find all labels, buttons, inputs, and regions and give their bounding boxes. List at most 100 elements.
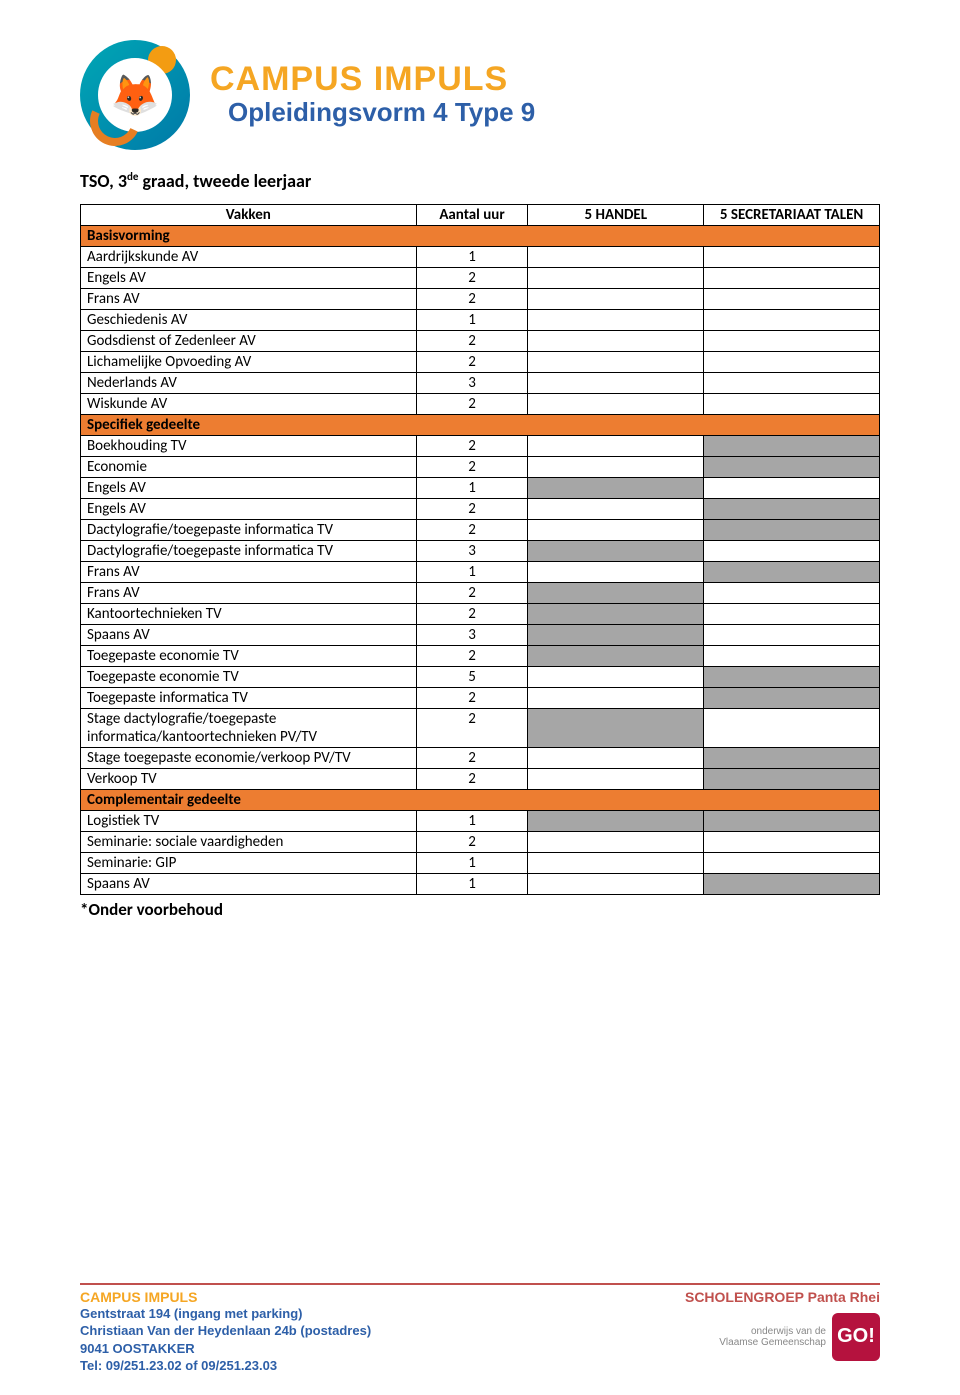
footer-address-3: 9041 OOSTAKKER xyxy=(80,1340,371,1358)
course-hours: 2 xyxy=(416,499,528,520)
section-label: Basisvorming xyxy=(81,226,880,247)
cell-secretariaat xyxy=(704,625,880,646)
header-text: CAMPUS IMPULS Opleidingsvorm 4 Type 9 xyxy=(210,40,535,128)
cell-handel xyxy=(528,289,704,310)
cell-handel xyxy=(528,667,704,688)
section-label: Specifiek gedeelte xyxy=(81,415,880,436)
cell-handel xyxy=(528,394,704,415)
cell-secretariaat xyxy=(704,457,880,478)
footer-divider xyxy=(80,1283,880,1285)
table-row: Frans AV2 xyxy=(81,289,880,310)
table-row: Basisvorming xyxy=(81,226,880,247)
cell-secretariaat xyxy=(704,688,880,709)
course-label: Dactylografie/toegepaste informatica TV xyxy=(81,520,417,541)
table-row: Stage dactylografie/toegepaste informati… xyxy=(81,709,880,748)
course-label: Spaans AV xyxy=(81,625,417,646)
cell-handel xyxy=(528,352,704,373)
course-hours: 2 xyxy=(416,583,528,604)
table-row: Kantoortechnieken TV2 xyxy=(81,604,880,625)
table-row: Toegepaste economie TV2 xyxy=(81,646,880,667)
course-hours: 1 xyxy=(416,562,528,583)
cell-secretariaat xyxy=(704,436,880,457)
subtitle: Opleidingsvorm 4 Type 9 xyxy=(228,97,535,128)
cell-secretariaat xyxy=(704,583,880,604)
cell-secretariaat xyxy=(704,667,880,688)
section-title: TSO, 3de graad, tweede leerjaar xyxy=(80,170,880,192)
cell-secretariaat xyxy=(704,853,880,874)
course-label: Nederlands AV xyxy=(81,373,417,394)
cell-secretariaat xyxy=(704,394,880,415)
course-label: Frans AV xyxy=(81,289,417,310)
cell-secretariaat xyxy=(704,541,880,562)
table-row: Geschiedenis AV1 xyxy=(81,310,880,331)
cell-handel xyxy=(528,625,704,646)
table-row: Engels AV2 xyxy=(81,499,880,520)
course-label: Boekhouding TV xyxy=(81,436,417,457)
course-label: Kantoortechnieken TV xyxy=(81,604,417,625)
course-label: Engels AV xyxy=(81,478,417,499)
cell-handel xyxy=(528,499,704,520)
footer-right-title: SCHOLENGROEP Panta Rhei xyxy=(685,1289,880,1305)
table-row: Economie2 xyxy=(81,457,880,478)
cell-handel xyxy=(528,373,704,394)
footer-tel: Tel: 09/251.23.02 of 09/251.23.03 xyxy=(80,1357,371,1375)
course-label: Dactylografie/toegepaste informatica TV xyxy=(81,541,417,562)
section-title-sup: de xyxy=(127,170,138,183)
footer-left-title: CAMPUS IMPULS xyxy=(80,1289,371,1305)
table-row: Aardrijkskunde AV1 xyxy=(81,247,880,268)
course-hours: 5 xyxy=(416,667,528,688)
table-header-row: Vakken Aantal uur 5 HANDEL 5 SECRETARIAA… xyxy=(81,205,880,226)
course-hours: 3 xyxy=(416,625,528,646)
course-label: Toegepaste economie TV xyxy=(81,667,417,688)
course-hours: 1 xyxy=(416,811,528,832)
go-text: onderwijs van de Vlaamse Gemeenschap xyxy=(719,1326,826,1348)
table-row: Engels AV1 xyxy=(81,478,880,499)
table-row: Spaans AV3 xyxy=(81,625,880,646)
course-label: Verkoop TV xyxy=(81,769,417,790)
table-row: Verkoop TV2 xyxy=(81,769,880,790)
course-label: Logistiek TV xyxy=(81,811,417,832)
cell-handel xyxy=(528,688,704,709)
section-title-suffix: graad, tweede leerjaar xyxy=(138,170,311,192)
course-label: Stage dactylografie/toegepaste informati… xyxy=(81,709,417,748)
table-row: Boekhouding TV2 xyxy=(81,436,880,457)
courses-table: Vakken Aantal uur 5 HANDEL 5 SECRETARIAA… xyxy=(80,204,880,895)
cell-handel xyxy=(528,832,704,853)
document-header: 🦊 CAMPUS IMPULS Opleidingsvorm 4 Type 9 xyxy=(80,40,880,150)
go-logo-icon: GO! xyxy=(832,1313,880,1361)
cell-secretariaat xyxy=(704,769,880,790)
cell-secretariaat xyxy=(704,520,880,541)
course-hours: 2 xyxy=(416,289,528,310)
table-row: Godsdienst of Zedenleer AV2 xyxy=(81,331,880,352)
table-row: Lichamelijke Opvoeding AV2 xyxy=(81,352,880,373)
col-secretariaat: 5 SECRETARIAAT TALEN xyxy=(704,205,880,226)
course-label: Aardrijkskunde AV xyxy=(81,247,417,268)
table-row: Toegepaste economie TV5 xyxy=(81,667,880,688)
course-label: Spaans AV xyxy=(81,874,417,895)
course-hours: 2 xyxy=(416,268,528,289)
campus-logo: 🦊 xyxy=(80,40,190,150)
cell-handel xyxy=(528,769,704,790)
table-row: Engels AV2 xyxy=(81,268,880,289)
course-hours: 2 xyxy=(416,832,528,853)
course-label: Engels AV xyxy=(81,268,417,289)
cell-handel xyxy=(528,457,704,478)
table-row: Dactylografie/toegepaste informatica TV3 xyxy=(81,541,880,562)
cell-secretariaat xyxy=(704,832,880,853)
table-row: Specifiek gedeelte xyxy=(81,415,880,436)
table-row: Toegepaste informatica TV2 xyxy=(81,688,880,709)
cell-secretariaat xyxy=(704,373,880,394)
cell-handel xyxy=(528,268,704,289)
course-hours: 1 xyxy=(416,478,528,499)
course-hours: 2 xyxy=(416,769,528,790)
cell-handel xyxy=(528,874,704,895)
course-label: Wiskunde AV xyxy=(81,394,417,415)
course-hours: 1 xyxy=(416,853,528,874)
cell-secretariaat xyxy=(704,709,880,748)
cell-handel xyxy=(528,604,704,625)
cell-handel xyxy=(528,562,704,583)
section-title-prefix: TSO, 3 xyxy=(80,170,127,192)
course-hours: 2 xyxy=(416,520,528,541)
cell-handel xyxy=(528,853,704,874)
cell-secretariaat xyxy=(704,331,880,352)
